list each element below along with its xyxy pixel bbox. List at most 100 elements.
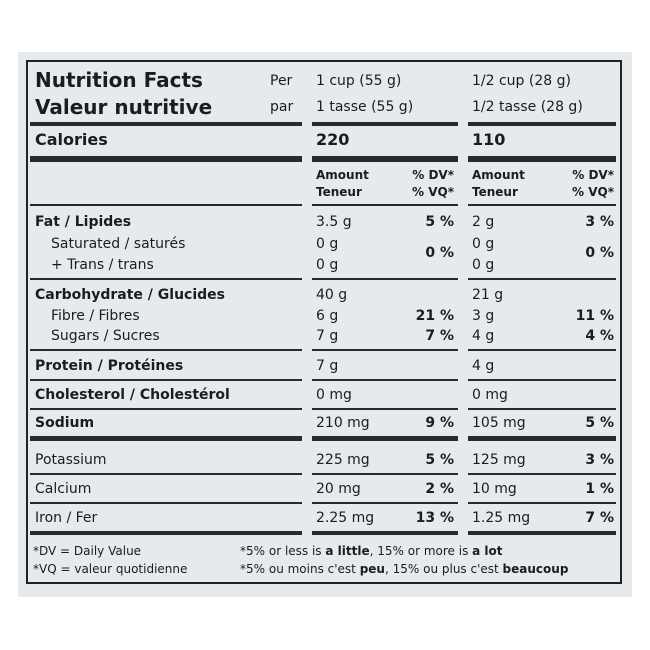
calories-label: Calories bbox=[35, 130, 108, 149]
amount: 7 g bbox=[316, 358, 339, 374]
percent-dv: 7 % bbox=[425, 328, 454, 344]
row-label: Cholesterol / Cholestérol bbox=[35, 387, 230, 403]
amount: 20 mg bbox=[316, 481, 361, 497]
amount: 21 g bbox=[472, 287, 504, 303]
percent-dv: 5 % bbox=[425, 214, 454, 230]
note: *5% ou moins c'est bbox=[240, 562, 360, 576]
row-label: Potassium bbox=[35, 452, 107, 468]
title-fr: Valeur nutritive bbox=[35, 95, 213, 119]
divider bbox=[468, 379, 616, 381]
divider bbox=[468, 156, 616, 162]
divider bbox=[312, 379, 458, 381]
sat-trans-dv-1: 0 % bbox=[425, 245, 454, 261]
amount: 210 mg bbox=[316, 415, 370, 431]
divider bbox=[468, 278, 616, 280]
teneur-1: Teneur bbox=[316, 185, 362, 199]
per: Per bbox=[270, 73, 293, 89]
amount: 4 g bbox=[472, 328, 495, 344]
row-label: + Trans / trans bbox=[51, 257, 154, 273]
divider bbox=[468, 408, 616, 410]
dv-1: % DV* bbox=[412, 168, 454, 182]
divider bbox=[30, 204, 302, 206]
calories-1: 220 bbox=[316, 130, 350, 149]
divider bbox=[30, 349, 302, 351]
row-label: Sugars / Sucres bbox=[51, 328, 160, 344]
percent-dv: 5 % bbox=[585, 415, 614, 431]
percent-dv: 9 % bbox=[425, 415, 454, 431]
vq-2: % VQ* bbox=[572, 185, 614, 199]
sat-trans-dv-2: 0 % bbox=[585, 245, 614, 261]
amount: 0 mg bbox=[316, 387, 352, 403]
amount: 0 mg bbox=[472, 387, 508, 403]
footnote-dv: *DV = Daily Value bbox=[33, 544, 142, 558]
divider bbox=[30, 408, 302, 410]
row-label: Saturated / saturés bbox=[51, 236, 186, 252]
divider bbox=[30, 473, 302, 475]
amount: 225 mg bbox=[316, 452, 370, 468]
amount: 0 g bbox=[316, 236, 339, 252]
note: *5% or less is bbox=[240, 544, 326, 558]
amount: 3.5 g bbox=[316, 214, 352, 230]
divider bbox=[312, 436, 458, 441]
label-background bbox=[18, 52, 632, 597]
label-border bbox=[26, 60, 622, 584]
amount: 0 g bbox=[472, 236, 495, 252]
amount: 1.25 mg bbox=[472, 510, 531, 526]
percent-dv: 3 % bbox=[585, 214, 614, 230]
divider bbox=[30, 156, 302, 162]
amount: 105 mg bbox=[472, 415, 526, 431]
percent-dv: 2 % bbox=[425, 481, 454, 497]
amount: 7 g bbox=[316, 328, 339, 344]
percent-dv: 13 % bbox=[415, 510, 454, 526]
divider bbox=[312, 408, 458, 410]
percent-dv: 7 % bbox=[585, 510, 614, 526]
amount: 0 g bbox=[472, 257, 495, 273]
row-label: Protein / Protéines bbox=[35, 358, 184, 374]
note: , 15% ou plus c'est bbox=[384, 562, 503, 576]
percent-dv: 4 % bbox=[585, 328, 614, 344]
serving-1-fr: 1 tasse (55 g) bbox=[316, 99, 414, 115]
amount-2: Amount bbox=[472, 168, 525, 182]
vq-1: % VQ* bbox=[412, 185, 454, 199]
amount-1: Amount bbox=[316, 168, 369, 182]
row-label: Calcium bbox=[35, 481, 92, 497]
divider bbox=[30, 436, 302, 441]
divider bbox=[468, 473, 616, 475]
percent-dv: 1 % bbox=[585, 481, 614, 497]
divider bbox=[312, 502, 458, 504]
divider bbox=[312, 473, 458, 475]
divider bbox=[312, 122, 458, 126]
title-en: Nutrition Facts bbox=[35, 68, 203, 92]
divider bbox=[312, 531, 458, 535]
par: par bbox=[270, 99, 294, 115]
percent-dv: 3 % bbox=[585, 452, 614, 468]
amount: 2.25 mg bbox=[316, 510, 375, 526]
divider bbox=[468, 204, 616, 206]
amount: 40 g bbox=[316, 287, 348, 303]
divider bbox=[30, 278, 302, 280]
divider bbox=[468, 531, 616, 535]
calories-2: 110 bbox=[472, 130, 506, 149]
serving-2-en: 1/2 cup (28 g) bbox=[472, 73, 571, 89]
divider bbox=[30, 379, 302, 381]
row-label: Carbohydrate / Glucides bbox=[35, 287, 225, 303]
divider bbox=[30, 531, 302, 535]
amount: 125 mg bbox=[472, 452, 526, 468]
divider bbox=[312, 204, 458, 206]
divider bbox=[468, 436, 616, 441]
divider bbox=[30, 122, 302, 126]
note-bold: beaucoup bbox=[502, 562, 569, 576]
serving-1-en: 1 cup (55 g) bbox=[316, 73, 402, 89]
divider bbox=[312, 278, 458, 280]
serving-2-fr: 1/2 tasse (28 g) bbox=[472, 99, 583, 115]
divider bbox=[312, 349, 458, 351]
amount: 4 g bbox=[472, 358, 495, 374]
footnote-vq: *VQ = valeur quotidienne bbox=[33, 562, 188, 576]
note-bold: a lot bbox=[472, 544, 503, 558]
divider bbox=[468, 502, 616, 504]
row-label: Fibre / Fibres bbox=[51, 308, 140, 324]
amount: 6 g bbox=[316, 308, 339, 324]
footnote-en: *5% or less is a little, 15% or more is … bbox=[240, 542, 503, 560]
amount: 10 mg bbox=[472, 481, 517, 497]
